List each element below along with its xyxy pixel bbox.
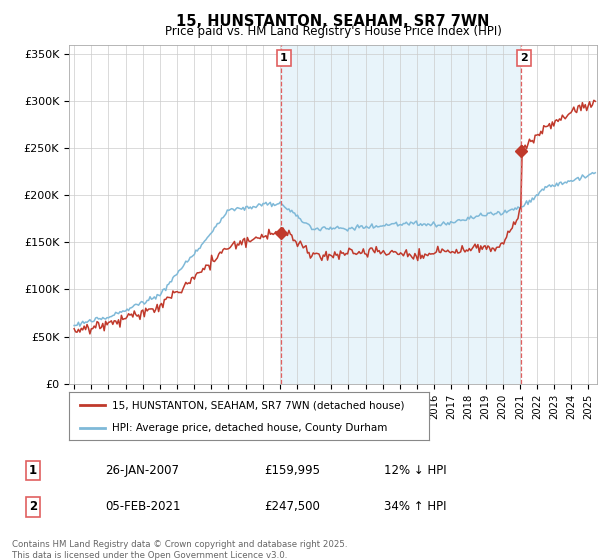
Text: 34% ↑ HPI: 34% ↑ HPI: [384, 500, 446, 514]
Text: 1: 1: [29, 464, 37, 477]
Text: 2: 2: [520, 53, 528, 63]
Text: £247,500: £247,500: [264, 500, 320, 514]
Text: 05-FEB-2021: 05-FEB-2021: [105, 500, 181, 514]
Bar: [281, 45, 521, 384]
Text: 15, HUNSTANTON, SEAHAM, SR7 7WN: 15, HUNSTANTON, SEAHAM, SR7 7WN: [176, 14, 490, 29]
Text: £159,995: £159,995: [264, 464, 320, 477]
Text: 2: 2: [29, 500, 37, 514]
Text: Contains HM Land Registry data © Crown copyright and database right 2025.
This d: Contains HM Land Registry data © Crown c…: [12, 540, 347, 560]
Text: 1: 1: [280, 53, 287, 63]
Text: 12% ↓ HPI: 12% ↓ HPI: [384, 464, 446, 477]
Text: Price paid vs. HM Land Registry's House Price Index (HPI): Price paid vs. HM Land Registry's House …: [164, 25, 502, 38]
Text: 15, HUNSTANTON, SEAHAM, SR7 7WN (detached house): 15, HUNSTANTON, SEAHAM, SR7 7WN (detache…: [112, 400, 404, 410]
Text: HPI: Average price, detached house, County Durham: HPI: Average price, detached house, Coun…: [112, 423, 388, 433]
Text: 26-JAN-2007: 26-JAN-2007: [105, 464, 179, 477]
